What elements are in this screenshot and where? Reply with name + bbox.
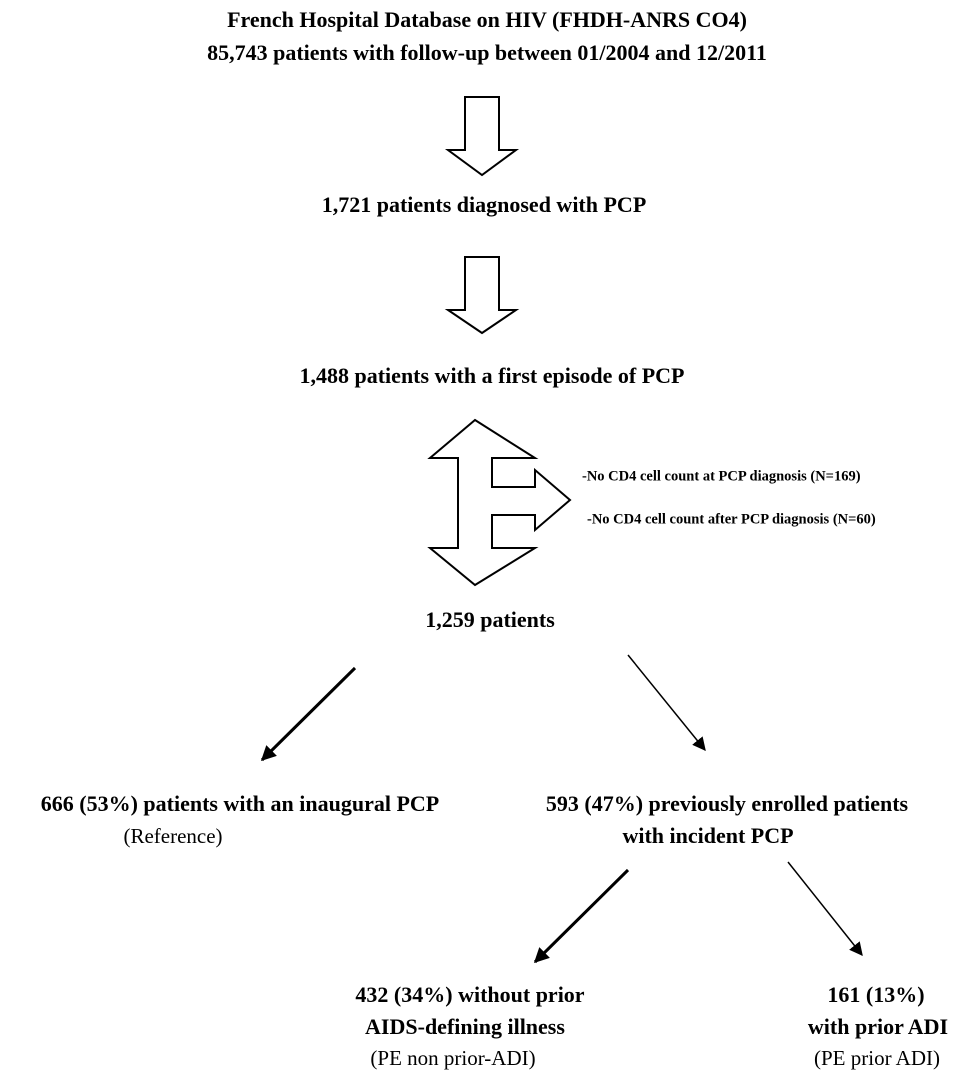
exclusion-text: -No CD4 cell count after PCP diagnosis (… [587,511,876,527]
node-text: with incident PCP [622,823,793,848]
node-note: (PE non prior-ADI) [370,1046,535,1070]
node-text: AIDS-defining illness [365,1014,565,1039]
node-text: French Hospital Database on HIV (FHDH-AN… [227,7,747,32]
node-note: (PE prior ADI) [814,1046,940,1070]
node-text: 666 (53%) patients with an inaugural PCP [41,791,439,816]
node-text: 1,721 patients diagnosed with PCP [322,192,647,217]
node-text: 593 (47%) previously enrolled patients [546,791,909,816]
node-note: (Reference) [123,824,222,848]
node-text: 432 (34%) without prior [355,982,584,1007]
branch-arrow [627,654,706,752]
exclusion-arrow [427,418,572,587]
branch-arrow [533,868,630,964]
branch-arrow [260,666,357,762]
down-arrow [444,96,520,177]
down-arrow [444,256,520,335]
node-text: 85,743 patients with follow-up between 0… [207,40,767,65]
exclusion-text: -No CD4 cell count at PCP diagnosis (N=1… [582,468,861,484]
node-text: 1,488 patients with a first episode of P… [300,363,685,388]
node-text: 1,259 patients [425,607,555,632]
branch-arrow [787,861,863,957]
node-text: 161 (13%) [827,982,924,1007]
node-text: with prior ADI [808,1014,948,1039]
